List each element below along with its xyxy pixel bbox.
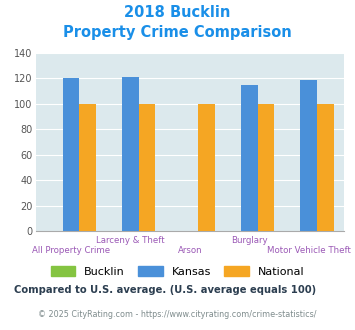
Text: Arson: Arson bbox=[178, 246, 202, 255]
Text: Property Crime Comparison: Property Crime Comparison bbox=[63, 25, 292, 40]
Text: Burglary: Burglary bbox=[231, 236, 268, 245]
Text: 2018 Bucklin: 2018 Bucklin bbox=[124, 5, 231, 20]
Bar bbox=[317, 104, 334, 231]
Bar bbox=[80, 104, 96, 231]
Bar bbox=[122, 77, 139, 231]
Text: Motor Vehicle Theft: Motor Vehicle Theft bbox=[267, 246, 351, 255]
Bar bbox=[198, 104, 215, 231]
Bar bbox=[300, 80, 317, 231]
Text: All Property Crime: All Property Crime bbox=[32, 246, 110, 255]
Legend: Bucklin, Kansas, National: Bucklin, Kansas, National bbox=[47, 261, 308, 281]
Text: Larceny & Theft: Larceny & Theft bbox=[96, 236, 165, 245]
Bar bbox=[258, 104, 274, 231]
Bar bbox=[241, 84, 258, 231]
Text: Compared to U.S. average. (U.S. average equals 100): Compared to U.S. average. (U.S. average … bbox=[14, 285, 316, 295]
Text: © 2025 CityRating.com - https://www.cityrating.com/crime-statistics/: © 2025 CityRating.com - https://www.city… bbox=[38, 310, 317, 319]
Bar bbox=[139, 104, 155, 231]
Bar bbox=[63, 78, 80, 231]
